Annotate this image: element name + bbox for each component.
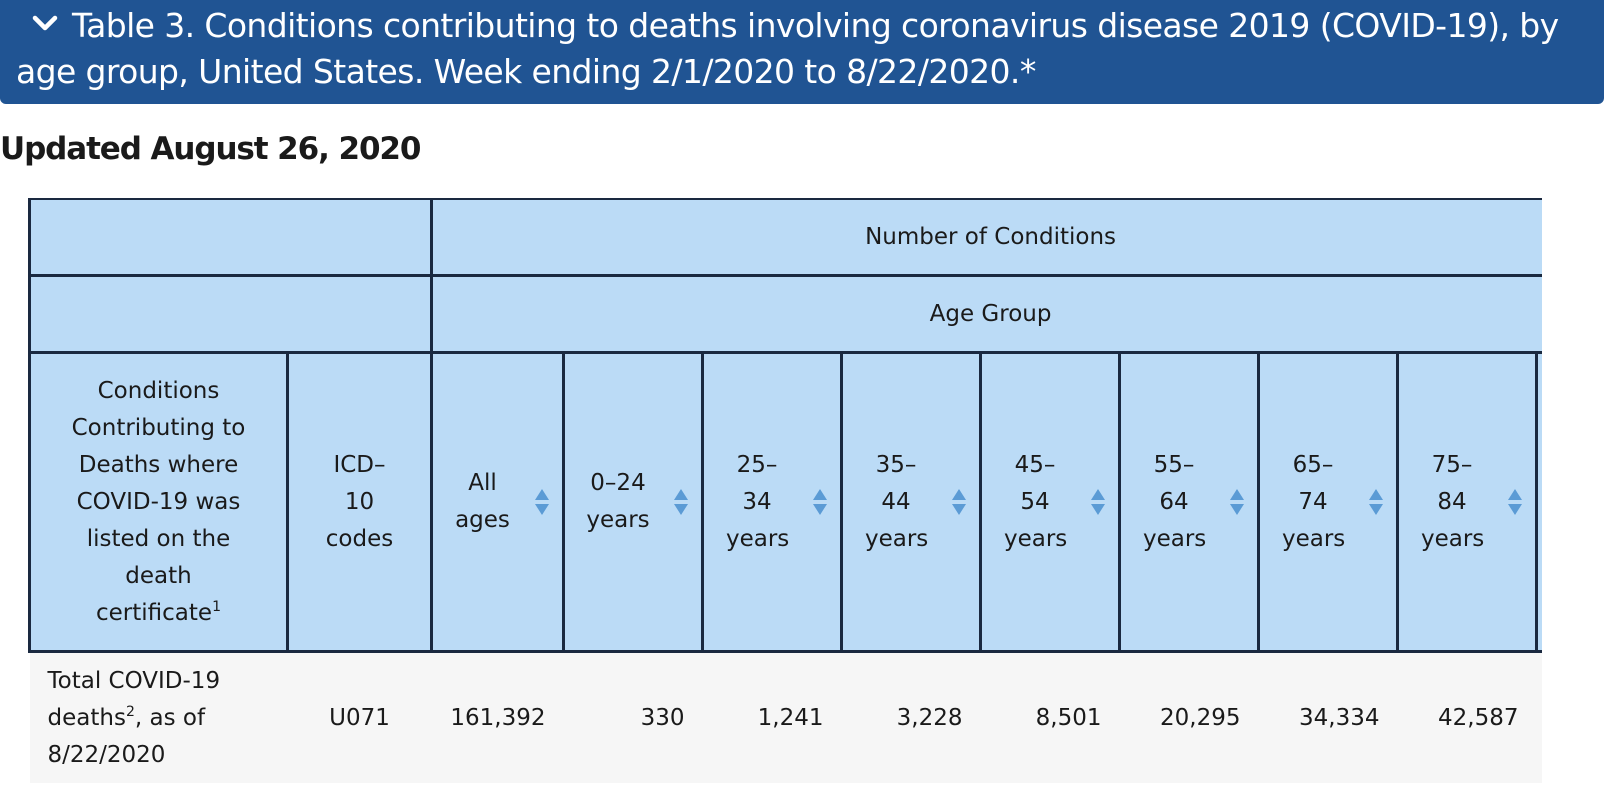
icd-column-header: ICD–10 codes bbox=[286, 351, 433, 653]
header-blank-cell bbox=[28, 274, 433, 354]
age-group-header: Age Group bbox=[429, 274, 1542, 354]
footnote-marker: 2 bbox=[125, 703, 135, 720]
age-column-0-24[interactable]: 0–24 years bbox=[562, 351, 704, 653]
sort-icon[interactable] bbox=[812, 488, 828, 516]
sort-icon[interactable] bbox=[673, 488, 689, 516]
age-column-45-54[interactable]: 45–54 years bbox=[979, 351, 1121, 653]
sort-icon[interactable] bbox=[1229, 488, 1245, 516]
value-55-64: 20,295 bbox=[1119, 651, 1259, 783]
header-blank-cell bbox=[28, 198, 433, 277]
age-column-label: 65–74 years bbox=[1282, 451, 1346, 552]
age-column-all-ages[interactable]: All ages bbox=[430, 351, 565, 653]
age-column-label: 35–44 years bbox=[865, 451, 929, 552]
number-of-conditions-header: Number of Conditions bbox=[429, 198, 1542, 277]
conditions-column-header: Conditions Contributing to Deaths where … bbox=[28, 351, 289, 653]
icd-code-cell: U071 bbox=[287, 651, 432, 783]
age-column-65-74[interactable]: 65–74 years bbox=[1257, 351, 1399, 653]
age-column-75-84[interactable]: 75–84 years bbox=[1396, 351, 1538, 653]
row-label-suffix: , as of 8/22/2020 bbox=[47, 704, 206, 768]
age-column-label: 75–84 years bbox=[1421, 451, 1485, 552]
value-45-54: 8,501 bbox=[980, 651, 1120, 783]
value-25-34: 1,241 bbox=[702, 651, 842, 783]
value-next-partial bbox=[1536, 651, 1542, 783]
conditions-header-text: Conditions Contributing to Deaths where … bbox=[71, 377, 246, 626]
age-column-label: 55–64 years bbox=[1143, 451, 1207, 552]
age-column-label: 45–54 years bbox=[1004, 451, 1068, 552]
updated-date: Updated August 26, 2020 bbox=[0, 131, 421, 167]
sort-icon[interactable] bbox=[951, 488, 967, 516]
data-table-container: Number of Conditions Age Group Condition… bbox=[28, 198, 1542, 798]
row-label: Total COVID-19 deaths bbox=[47, 667, 221, 731]
footnote-marker: 1 bbox=[212, 598, 221, 615]
sort-icon[interactable] bbox=[534, 488, 550, 516]
value-75-84: 42,587 bbox=[1397, 651, 1537, 783]
table-title-banner[interactable]: Table 3. Conditions contributing to deat… bbox=[0, 0, 1604, 104]
chevron-down-icon bbox=[30, 11, 60, 35]
age-column-label: 25–34 years bbox=[726, 451, 790, 552]
age-column-25-34[interactable]: 25–34 years bbox=[701, 351, 843, 653]
age-column-55-64[interactable]: 55–64 years bbox=[1118, 351, 1260, 653]
icd-header-text: ICD–10 codes bbox=[325, 451, 394, 552]
table-title: Table 3. Conditions contributing to deat… bbox=[16, 6, 1559, 91]
row-label-cell: Total COVID-19 deaths2, as of 8/22/2020 bbox=[29, 651, 288, 783]
value-65-74: 34,334 bbox=[1258, 651, 1398, 783]
conditions-table: Number of Conditions Age Group Condition… bbox=[28, 198, 1542, 783]
value-35-44: 3,228 bbox=[841, 651, 981, 783]
age-column-label: 0–24 years bbox=[586, 470, 650, 533]
sort-icon[interactable] bbox=[1507, 488, 1523, 516]
age-column-35-44[interactable]: 35–44 years bbox=[840, 351, 982, 653]
age-column-next-partial bbox=[1534, 351, 1542, 653]
age-column-label: All ages bbox=[455, 470, 510, 533]
value-0-24: 330 bbox=[563, 651, 703, 783]
sort-icon[interactable] bbox=[1368, 488, 1384, 516]
value-all-ages: 161,392 bbox=[431, 651, 564, 783]
sort-icon[interactable] bbox=[1090, 488, 1106, 516]
table-row: Total COVID-19 deaths2, as of 8/22/2020 … bbox=[29, 651, 1542, 783]
